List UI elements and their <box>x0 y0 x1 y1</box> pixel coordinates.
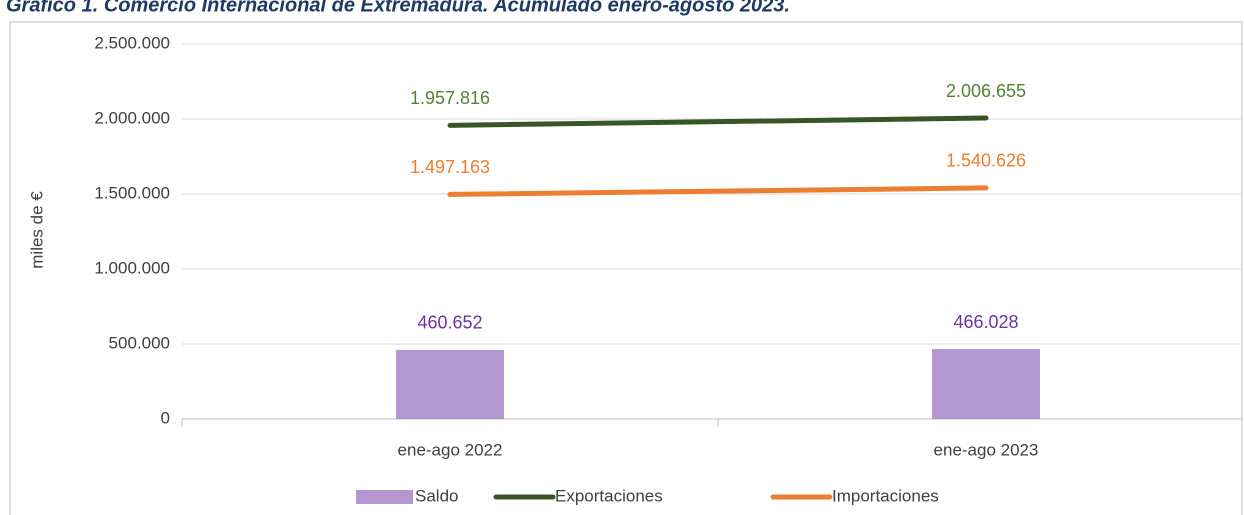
y-tick-label: 1.500.000 <box>94 183 170 202</box>
data-label: 1.540.626 <box>946 151 1026 171</box>
y-tick-label: 500.000 <box>109 333 170 352</box>
y-tick-label: 1.000.000 <box>94 258 170 277</box>
data-label: 466.028 <box>953 312 1018 332</box>
y-axis-label: miles de € <box>27 191 46 269</box>
x-tick-label: ene-ago 2023 <box>934 440 1039 459</box>
line <box>447 115 989 128</box>
legend-label: Exportaciones <box>555 486 663 505</box>
bar <box>932 349 1040 419</box>
legend-label: Importaciones <box>832 486 939 505</box>
y-tick-label: 2.500.000 <box>94 33 170 52</box>
y-tick-label: 2.000.000 <box>94 108 170 127</box>
y-tick-label: 0 <box>161 408 170 427</box>
legend-label: Saldo <box>415 486 458 505</box>
data-label: 460.652 <box>417 313 482 333</box>
chart-border <box>9 21 1243 515</box>
data-label: 2.006.655 <box>946 81 1026 101</box>
line <box>447 185 989 197</box>
data-label: 1.957.816 <box>410 88 490 108</box>
data-label: 1.497.163 <box>410 157 490 177</box>
chart-title: Gráfico 1. Comercio Internacional de Ext… <box>6 0 790 16</box>
bar <box>396 349 504 419</box>
x-tick-label: ene-ago 2022 <box>398 440 503 459</box>
legend-swatch <box>356 490 413 504</box>
